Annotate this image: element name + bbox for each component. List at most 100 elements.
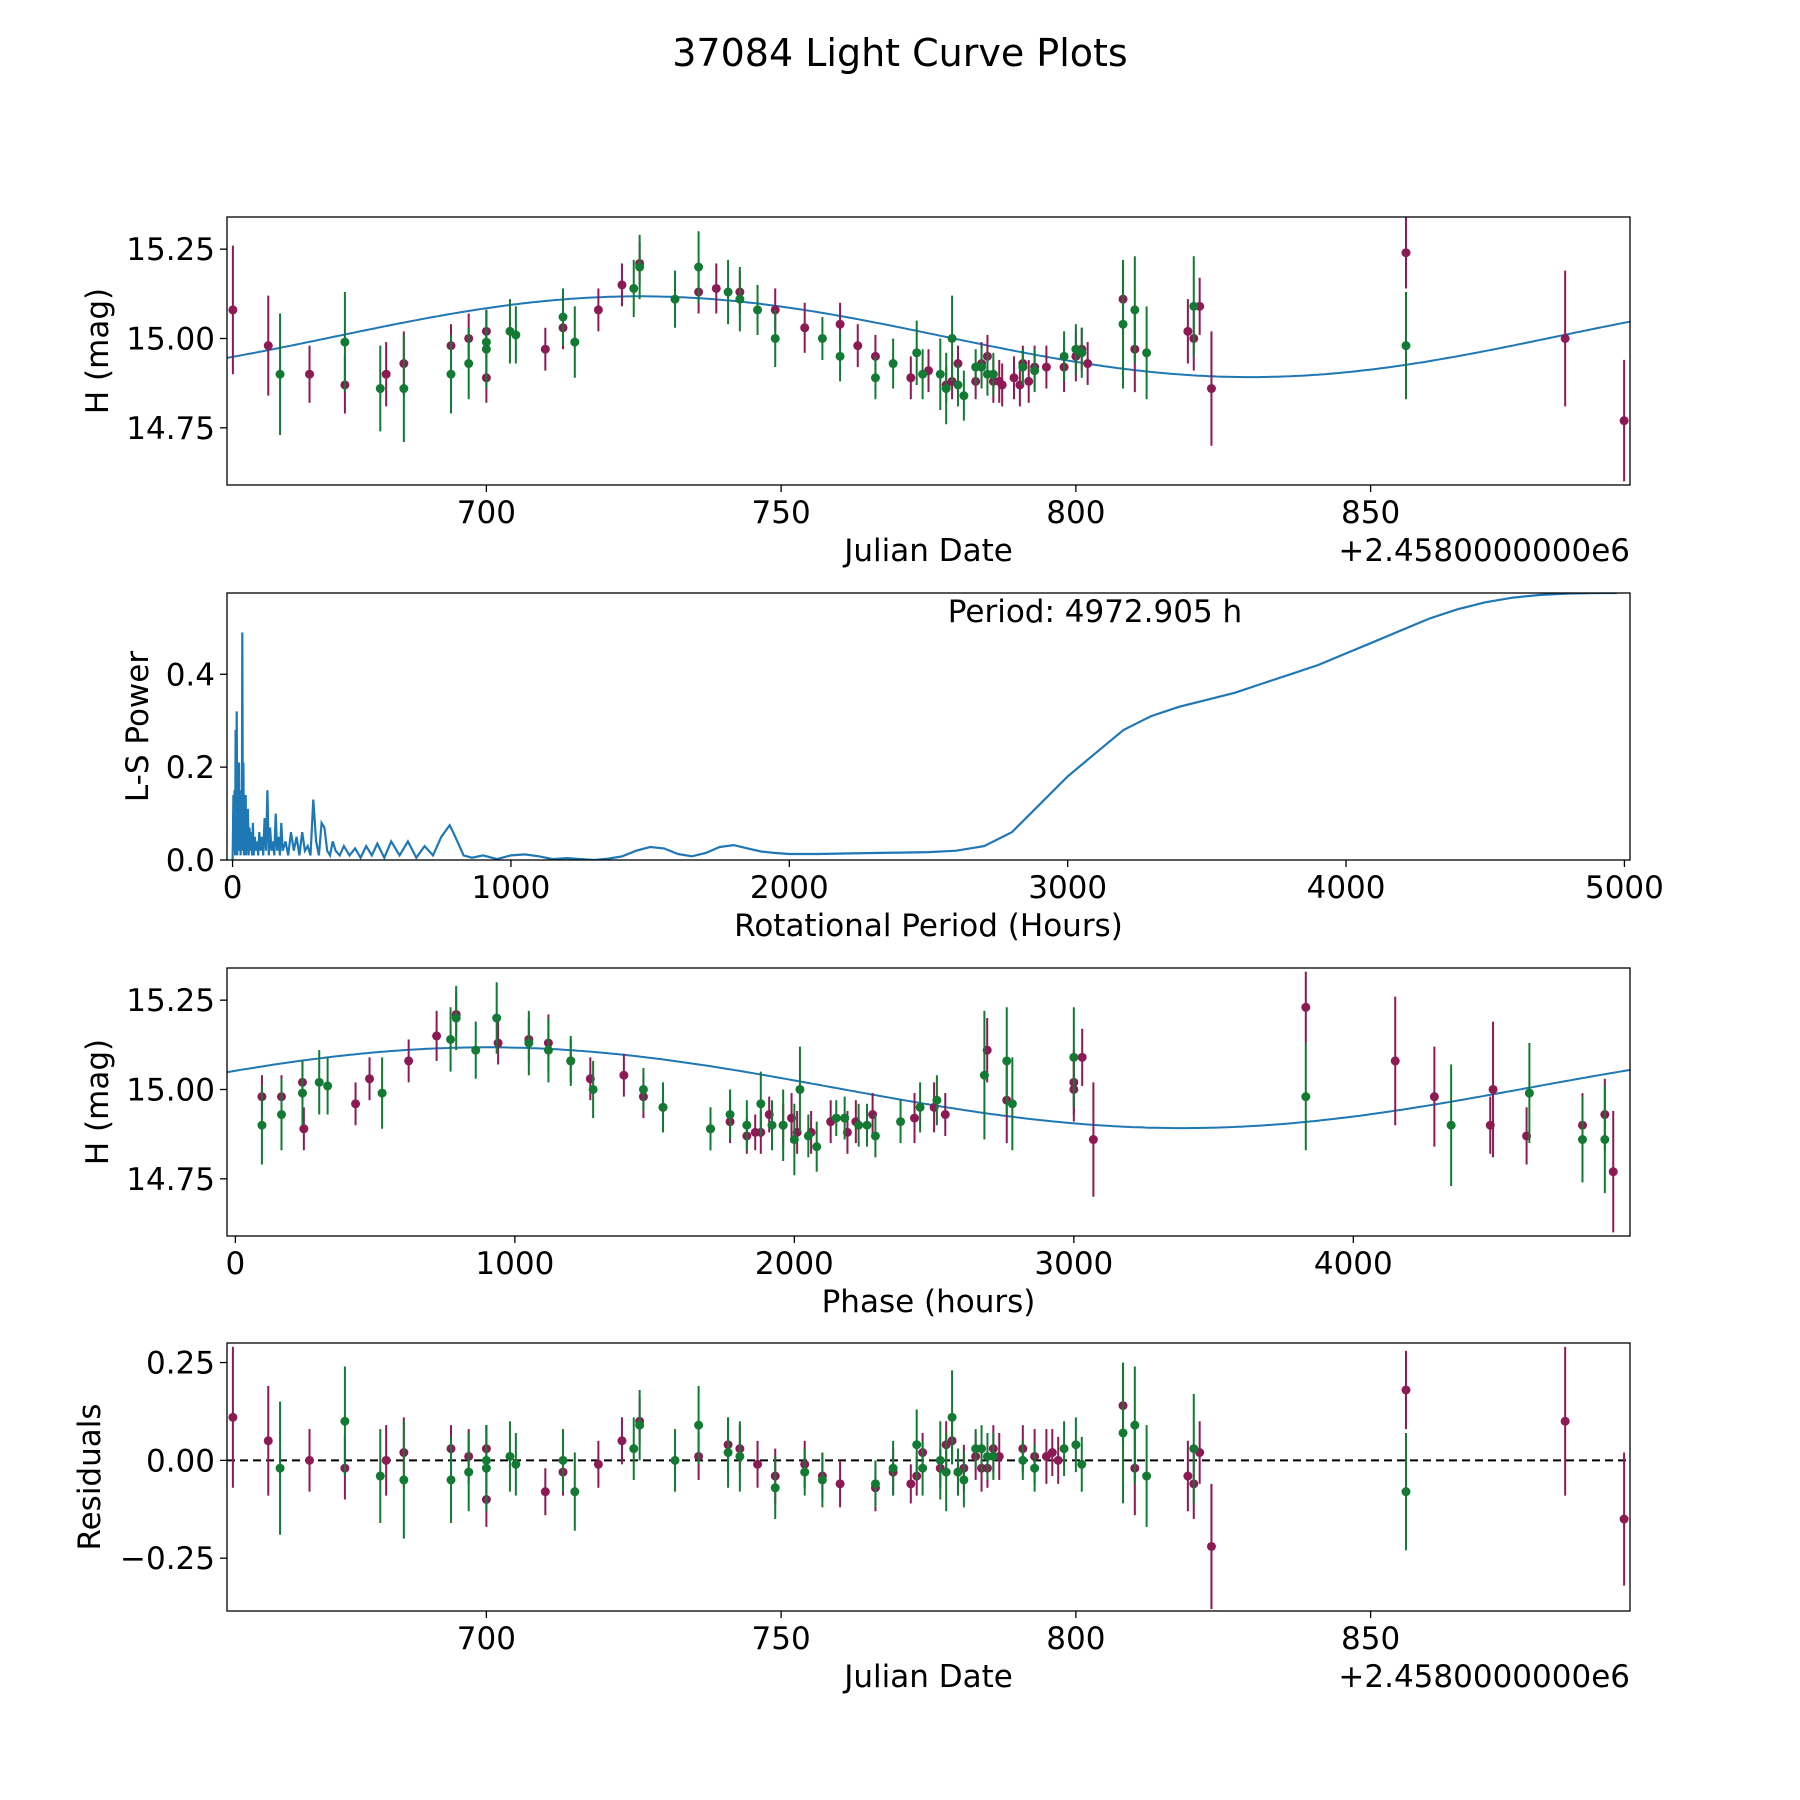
data-point xyxy=(770,1483,780,1493)
x-tick-label: 750 xyxy=(752,1621,811,1657)
data-point xyxy=(1560,333,1570,343)
data-point xyxy=(800,323,810,333)
series-green xyxy=(257,982,1610,1194)
x-tick-label: 4000 xyxy=(1314,1246,1393,1282)
data-point xyxy=(593,305,603,315)
data-point xyxy=(340,337,350,347)
data-point xyxy=(1142,348,1152,358)
y-tick-label: 0.00 xyxy=(146,1443,215,1479)
x-tick-label: 0 xyxy=(223,870,243,906)
y-tick-label: 15.00 xyxy=(126,1072,215,1108)
panel-periodogram: 0 1000 2000 3000 4000 5000 0.0 0.2 0.4 Rotational… xyxy=(120,592,1664,944)
data-point xyxy=(305,369,315,379)
data-point xyxy=(399,384,409,394)
data-point xyxy=(543,1045,553,1055)
data-point xyxy=(1301,1092,1311,1102)
data-point xyxy=(1018,1455,1028,1465)
data-point xyxy=(1619,416,1629,426)
data-point xyxy=(988,369,998,379)
y-tick-label: 0.2 xyxy=(166,750,215,786)
data-point xyxy=(940,1110,950,1120)
data-point xyxy=(835,319,845,329)
data-point xyxy=(432,1031,442,1041)
data-point xyxy=(1047,1448,1057,1458)
data-point xyxy=(756,1099,766,1109)
axes-frame xyxy=(226,1342,1631,1612)
data-point xyxy=(953,1467,963,1477)
series-purple xyxy=(228,217,1629,482)
data-point xyxy=(753,1459,763,1469)
x-tick-label: 800 xyxy=(1046,495,1105,531)
data-point xyxy=(257,1120,267,1130)
data-point xyxy=(540,1487,550,1497)
data-point xyxy=(377,1088,387,1098)
data-point xyxy=(464,359,474,369)
data-point xyxy=(297,1088,307,1098)
y-tick-label: 0.0 xyxy=(166,843,215,879)
data-point xyxy=(888,359,898,369)
data-point xyxy=(263,341,273,351)
data-point xyxy=(505,1451,515,1461)
plot-area xyxy=(227,1346,1630,1610)
data-point xyxy=(915,1102,925,1112)
data-point xyxy=(228,1412,238,1422)
data-point xyxy=(275,1463,285,1473)
data-point xyxy=(935,369,945,379)
data-point xyxy=(1030,366,1040,376)
data-point xyxy=(694,1420,704,1430)
data-point xyxy=(817,1475,827,1485)
y-tick-label: 15.25 xyxy=(126,232,215,268)
data-point xyxy=(1130,1420,1140,1430)
period-annotation: Period: 4972.905 h xyxy=(948,594,1242,630)
data-point xyxy=(988,1451,998,1461)
data-point xyxy=(812,1142,822,1152)
data-point xyxy=(803,1131,813,1141)
data-point xyxy=(1009,373,1019,383)
data-point xyxy=(464,1467,474,1477)
data-point xyxy=(742,1120,752,1130)
data-point xyxy=(959,1475,969,1485)
data-point xyxy=(1077,348,1087,358)
data-point xyxy=(263,1436,273,1446)
data-point xyxy=(1183,1471,1193,1481)
y-tick-label: −0.25 xyxy=(120,1541,215,1577)
x-tick-label: 1000 xyxy=(471,870,550,906)
data-point xyxy=(1401,341,1411,351)
data-point xyxy=(617,1436,627,1446)
data-point xyxy=(953,380,963,390)
axes-frame xyxy=(226,967,1631,1237)
x-tick-label: 850 xyxy=(1341,495,1400,531)
data-point xyxy=(570,1487,580,1497)
data-point xyxy=(511,330,521,340)
data-point xyxy=(1577,1135,1587,1145)
data-point xyxy=(299,1124,309,1134)
data-point xyxy=(228,305,238,315)
data-point xyxy=(1429,1092,1439,1102)
data-point xyxy=(888,1463,898,1473)
data-point xyxy=(540,344,550,354)
data-point xyxy=(1024,376,1034,386)
data-point xyxy=(870,1131,880,1141)
data-point xyxy=(593,1459,603,1469)
data-point xyxy=(1007,1099,1017,1109)
x-tick-label: 700 xyxy=(457,1621,516,1657)
panel-phase_fold: 0 1000 2000 3000 4000 14.75 15.00 15.25 Phase (h… xyxy=(80,967,1631,1320)
data-point xyxy=(481,344,491,354)
data-point xyxy=(471,1045,481,1055)
data-point xyxy=(404,1056,414,1066)
data-point xyxy=(340,1416,350,1426)
data-point xyxy=(770,333,780,343)
data-point xyxy=(947,333,957,343)
panel-light_curve: 700 750 800 850 14.75 15.00 15.25 Julian Date H … xyxy=(80,216,1631,569)
data-point xyxy=(446,1034,456,1044)
plot-area xyxy=(231,593,1617,860)
data-point xyxy=(558,312,568,322)
plot-area xyxy=(227,217,1630,482)
y-axis-label: Residuals xyxy=(72,1403,108,1550)
data-point xyxy=(1619,1514,1629,1524)
series-green xyxy=(275,1362,1411,1551)
y-tick-label: 15.00 xyxy=(126,321,215,357)
data-point xyxy=(941,1467,951,1477)
data-point xyxy=(918,1463,928,1473)
data-point xyxy=(446,369,456,379)
